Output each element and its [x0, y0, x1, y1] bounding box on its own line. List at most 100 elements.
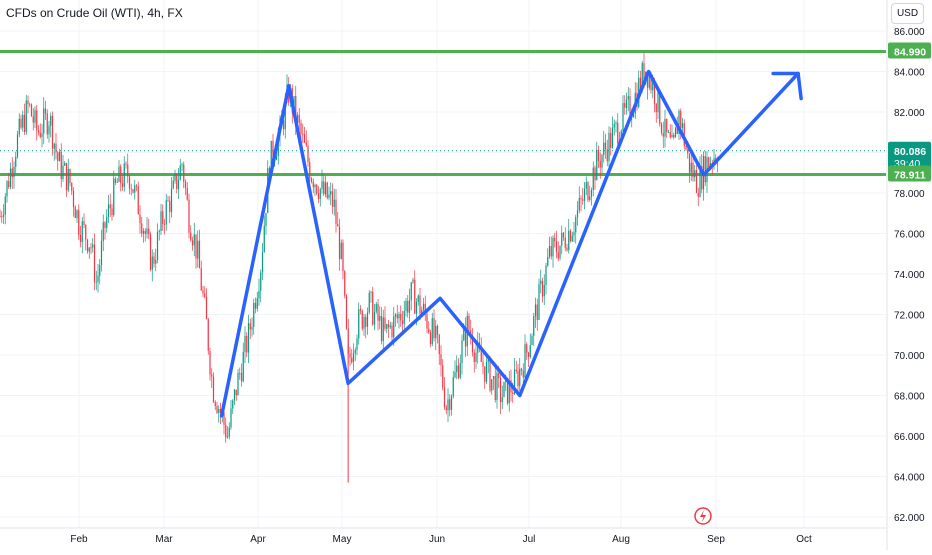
candle-body [548, 246, 551, 258]
candle-body [597, 149, 600, 162]
candle-body [599, 161, 601, 168]
candle-body [554, 237, 556, 241]
candle-body [603, 142, 605, 156]
candle-body [673, 134, 675, 138]
candle-body [646, 71, 649, 88]
candle-body [333, 199, 335, 207]
candle-body [704, 155, 706, 183]
candle-body [464, 328, 467, 347]
candle-body [204, 293, 206, 297]
candle-body [60, 151, 62, 179]
candle-body [347, 328, 349, 354]
candle-body [573, 232, 575, 236]
y-tick-label: 70.000 [894, 351, 925, 362]
candle-body [629, 96, 631, 118]
candle-body [146, 228, 148, 234]
candle-body [459, 363, 461, 378]
candle-body [195, 234, 197, 259]
candle-body [125, 163, 127, 165]
candle-body [9, 168, 12, 188]
candle-body [477, 342, 479, 353]
candle-body [55, 143, 57, 153]
y-tick-label: 76.000 [894, 230, 925, 241]
candle-body [680, 110, 682, 128]
y-tick-label: 62.000 [894, 513, 925, 524]
candle-body [20, 118, 22, 128]
candle-body [676, 127, 678, 135]
candle-body [519, 368, 521, 387]
candle-body [650, 76, 652, 91]
candle-body [275, 156, 278, 160]
candle-body [310, 178, 313, 182]
candle-body [8, 181, 10, 188]
candle-body [331, 191, 334, 207]
x-tick-label: Sep [707, 534, 725, 545]
candle-body [92, 244, 94, 248]
candle-body [160, 211, 162, 231]
candle-body [540, 280, 542, 285]
candle-body [97, 275, 99, 282]
candle-body [314, 184, 316, 188]
candle-body [37, 130, 40, 133]
candle-body [342, 242, 344, 272]
candle-body [435, 325, 437, 339]
candle-body [566, 247, 568, 251]
candle-body [57, 152, 59, 162]
candle-body [324, 182, 327, 195]
candle-body [317, 193, 320, 200]
candle-body [508, 380, 510, 404]
currency-button[interactable]: USD [891, 3, 924, 24]
support-price-tag: 78.911 [888, 165, 931, 182]
candle-body [256, 298, 258, 309]
candle-body [615, 122, 617, 124]
symbol-title[interactable]: CFDs on Crude Oil (WTI), 4h, FX [6, 6, 183, 20]
candle-body [475, 352, 477, 362]
candle-body [242, 351, 244, 382]
candle-body [2, 214, 5, 217]
candle-body [109, 204, 111, 209]
candle-body [457, 365, 460, 378]
candle-body [179, 165, 181, 180]
candle-body [461, 340, 463, 364]
candle-body [209, 350, 211, 375]
y-tick-label: 66.000 [894, 432, 925, 443]
candle-body [632, 113, 635, 118]
candle-body [699, 165, 701, 197]
candle-body [300, 122, 302, 134]
candle-body [41, 133, 43, 137]
candle-body [391, 325, 393, 338]
candle-body [657, 91, 659, 113]
candle-body [296, 114, 299, 123]
candle-body [716, 162, 719, 165]
candle-body [414, 279, 416, 314]
candle-body [78, 210, 80, 235]
candle-body [29, 104, 31, 106]
candle-body [491, 379, 493, 391]
candle-body [611, 127, 614, 148]
support-price-tag-text: 78.911 [894, 170, 926, 182]
candle-body [555, 240, 558, 253]
candle-body [34, 110, 36, 123]
candle-body [18, 118, 20, 135]
y-tick-label: 64.000 [894, 473, 925, 484]
candle-body [576, 210, 579, 218]
candle-body [359, 309, 362, 311]
candle-body [531, 335, 533, 346]
candle-body [16, 134, 19, 157]
candle-body [400, 313, 402, 321]
x-tick-label: Oct [796, 534, 812, 545]
candle-body [405, 300, 407, 311]
candle-body [708, 157, 710, 167]
candle-body [552, 237, 554, 257]
grid-layer [0, 0, 886, 528]
candle-body [667, 132, 670, 133]
candle-body [403, 310, 405, 324]
candle-body [249, 323, 251, 330]
candle-body [23, 114, 26, 132]
candle-body [27, 100, 29, 105]
candle-body [433, 318, 435, 339]
candle-body [422, 303, 425, 310]
